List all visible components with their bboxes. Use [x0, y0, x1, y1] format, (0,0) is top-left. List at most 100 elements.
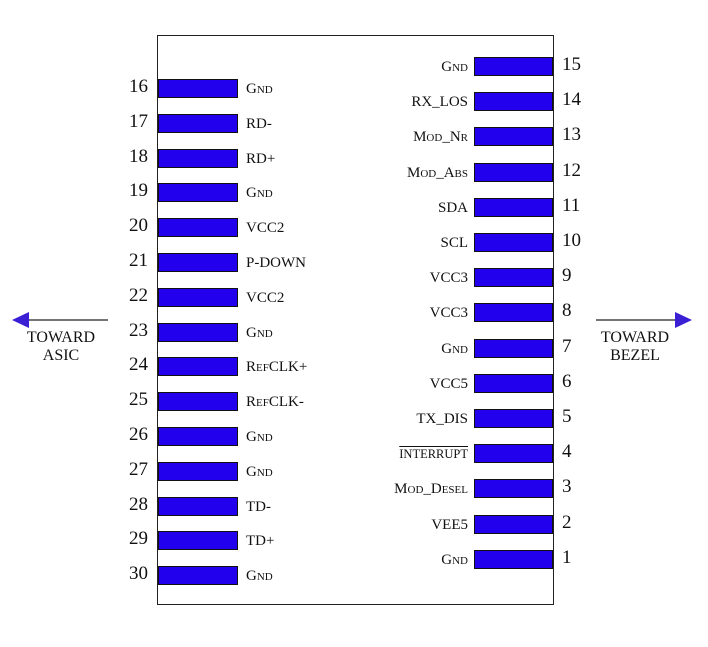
pin-number-19: 19	[129, 180, 148, 201]
pin-number-30: 30	[129, 563, 148, 584]
pin-number-26: 26	[129, 424, 148, 445]
arrow-right-icon	[675, 312, 692, 328]
pin-number-9: 9	[562, 265, 572, 286]
pin-pad-27	[158, 462, 238, 481]
toward-asic-label: TOWARD ASIC	[22, 329, 100, 365]
pin-number-13: 13	[562, 124, 581, 145]
pin-label-4: INTERRUPT	[399, 447, 468, 461]
pin-pad-18	[158, 149, 238, 168]
pin-label-12: Mod_Abs	[406, 165, 468, 181]
pin-pad-8	[474, 303, 553, 322]
pin-label-28: TD-	[246, 499, 271, 515]
toward-asic-line2: ASIC	[42, 347, 80, 364]
toward-bezel-line2: BEZEL	[610, 347, 660, 364]
pin-pad-1	[474, 550, 553, 569]
pin-number-24: 24	[129, 354, 148, 375]
pin-pad-16	[158, 79, 238, 98]
pin-label-5: TX_DIS	[416, 411, 468, 427]
pin-number-20: 20	[129, 215, 148, 236]
pin-label-21: P-DOWN	[246, 255, 306, 271]
pin-pad-4	[474, 444, 553, 463]
pin-number-11: 11	[562, 195, 581, 216]
pin-label-24: RefCLK+	[246, 359, 308, 375]
pin-label-14: RX_LOS	[411, 94, 468, 110]
toward-bezel-label: TOWARD BEZEL	[594, 329, 676, 365]
pin-label-11: SDA	[437, 200, 468, 216]
pin-number-10: 10	[562, 230, 581, 251]
pin-pad-29	[158, 531, 238, 550]
pin-pad-6	[474, 374, 553, 393]
pin-label-13: Mod_Nr	[413, 129, 468, 145]
pin-pad-21	[158, 253, 238, 272]
pin-pad-17	[158, 114, 238, 133]
pin-pad-13	[474, 127, 553, 146]
pin-number-18: 18	[129, 146, 148, 167]
pin-label-29: TD+	[246, 533, 275, 549]
pin-pad-2	[474, 515, 553, 534]
pin-label-20: VCC2	[246, 220, 285, 236]
pin-number-28: 28	[129, 494, 148, 515]
pin-pad-28	[158, 497, 238, 516]
pin-label-19: Gnd	[246, 185, 273, 201]
pin-label-10: SCL	[440, 235, 468, 251]
pin-pad-12	[474, 163, 553, 182]
pin-label-3: Mod_Desel	[394, 481, 468, 497]
pin-label-18: RD+	[246, 151, 276, 167]
pin-label-30: Gnd	[246, 568, 273, 584]
pin-label-9: VCC3	[429, 270, 468, 286]
pin-label-7: Gnd	[441, 341, 468, 357]
pin-label-23: Gnd	[246, 325, 273, 341]
pin-number-5: 5	[562, 406, 572, 427]
pin-label-8: VCC3	[429, 305, 468, 321]
pin-number-8: 8	[562, 300, 572, 321]
toward-asic-line1: TOWARD	[26, 329, 96, 346]
pin-number-2: 2	[562, 512, 572, 533]
pin-number-14: 14	[562, 89, 581, 110]
pin-label-15: Gnd	[441, 59, 468, 75]
pin-number-23: 23	[129, 320, 148, 341]
pin-number-17: 17	[129, 111, 148, 132]
pin-number-3: 3	[562, 476, 572, 497]
pin-label-22: VCC2	[246, 290, 285, 306]
pin-number-7: 7	[562, 336, 572, 357]
pin-pad-7	[474, 339, 553, 358]
pin-label-26: Gnd	[246, 429, 273, 445]
pin-number-6: 6	[562, 371, 572, 392]
toward-bezel-line1: TOWARD	[600, 329, 670, 346]
pin-pad-26	[158, 427, 238, 446]
pin-pad-3	[474, 479, 553, 498]
pin-pad-22	[158, 288, 238, 307]
pin-pad-11	[474, 198, 553, 217]
pin-label-6: VCC5	[429, 376, 468, 392]
pin-label-27: Gnd	[246, 464, 273, 480]
pin-label-25: RefCLK-	[246, 394, 304, 410]
pin-number-15: 15	[562, 54, 581, 75]
pin-pad-5	[474, 409, 553, 428]
pin-pad-25	[158, 392, 238, 411]
pin-number-12: 12	[562, 160, 581, 181]
pin-pad-15	[474, 57, 553, 76]
pin-pad-10	[474, 233, 553, 252]
pin-label-16: Gnd	[246, 81, 273, 97]
pin-pad-14	[474, 92, 553, 111]
pin-pad-30	[158, 566, 238, 585]
pin-number-25: 25	[129, 389, 148, 410]
pin-label-17: RD-	[246, 116, 272, 132]
pin-label-2: VEE5	[431, 517, 468, 533]
pin-number-4: 4	[562, 441, 572, 462]
arrow-left-icon	[12, 312, 29, 328]
pin-number-22: 22	[129, 285, 148, 306]
connector-body-outline	[157, 35, 554, 605]
pin-pad-9	[474, 268, 553, 287]
pin-pad-23	[158, 323, 238, 342]
pin-number-21: 21	[129, 250, 148, 271]
pin-pad-24	[158, 357, 238, 376]
pin-number-29: 29	[129, 528, 148, 549]
pin-label-1: Gnd	[441, 552, 468, 568]
pin-pad-19	[158, 183, 238, 202]
pin-pad-20	[158, 218, 238, 237]
pin-number-27: 27	[129, 459, 148, 480]
pin-number-16: 16	[129, 76, 148, 97]
